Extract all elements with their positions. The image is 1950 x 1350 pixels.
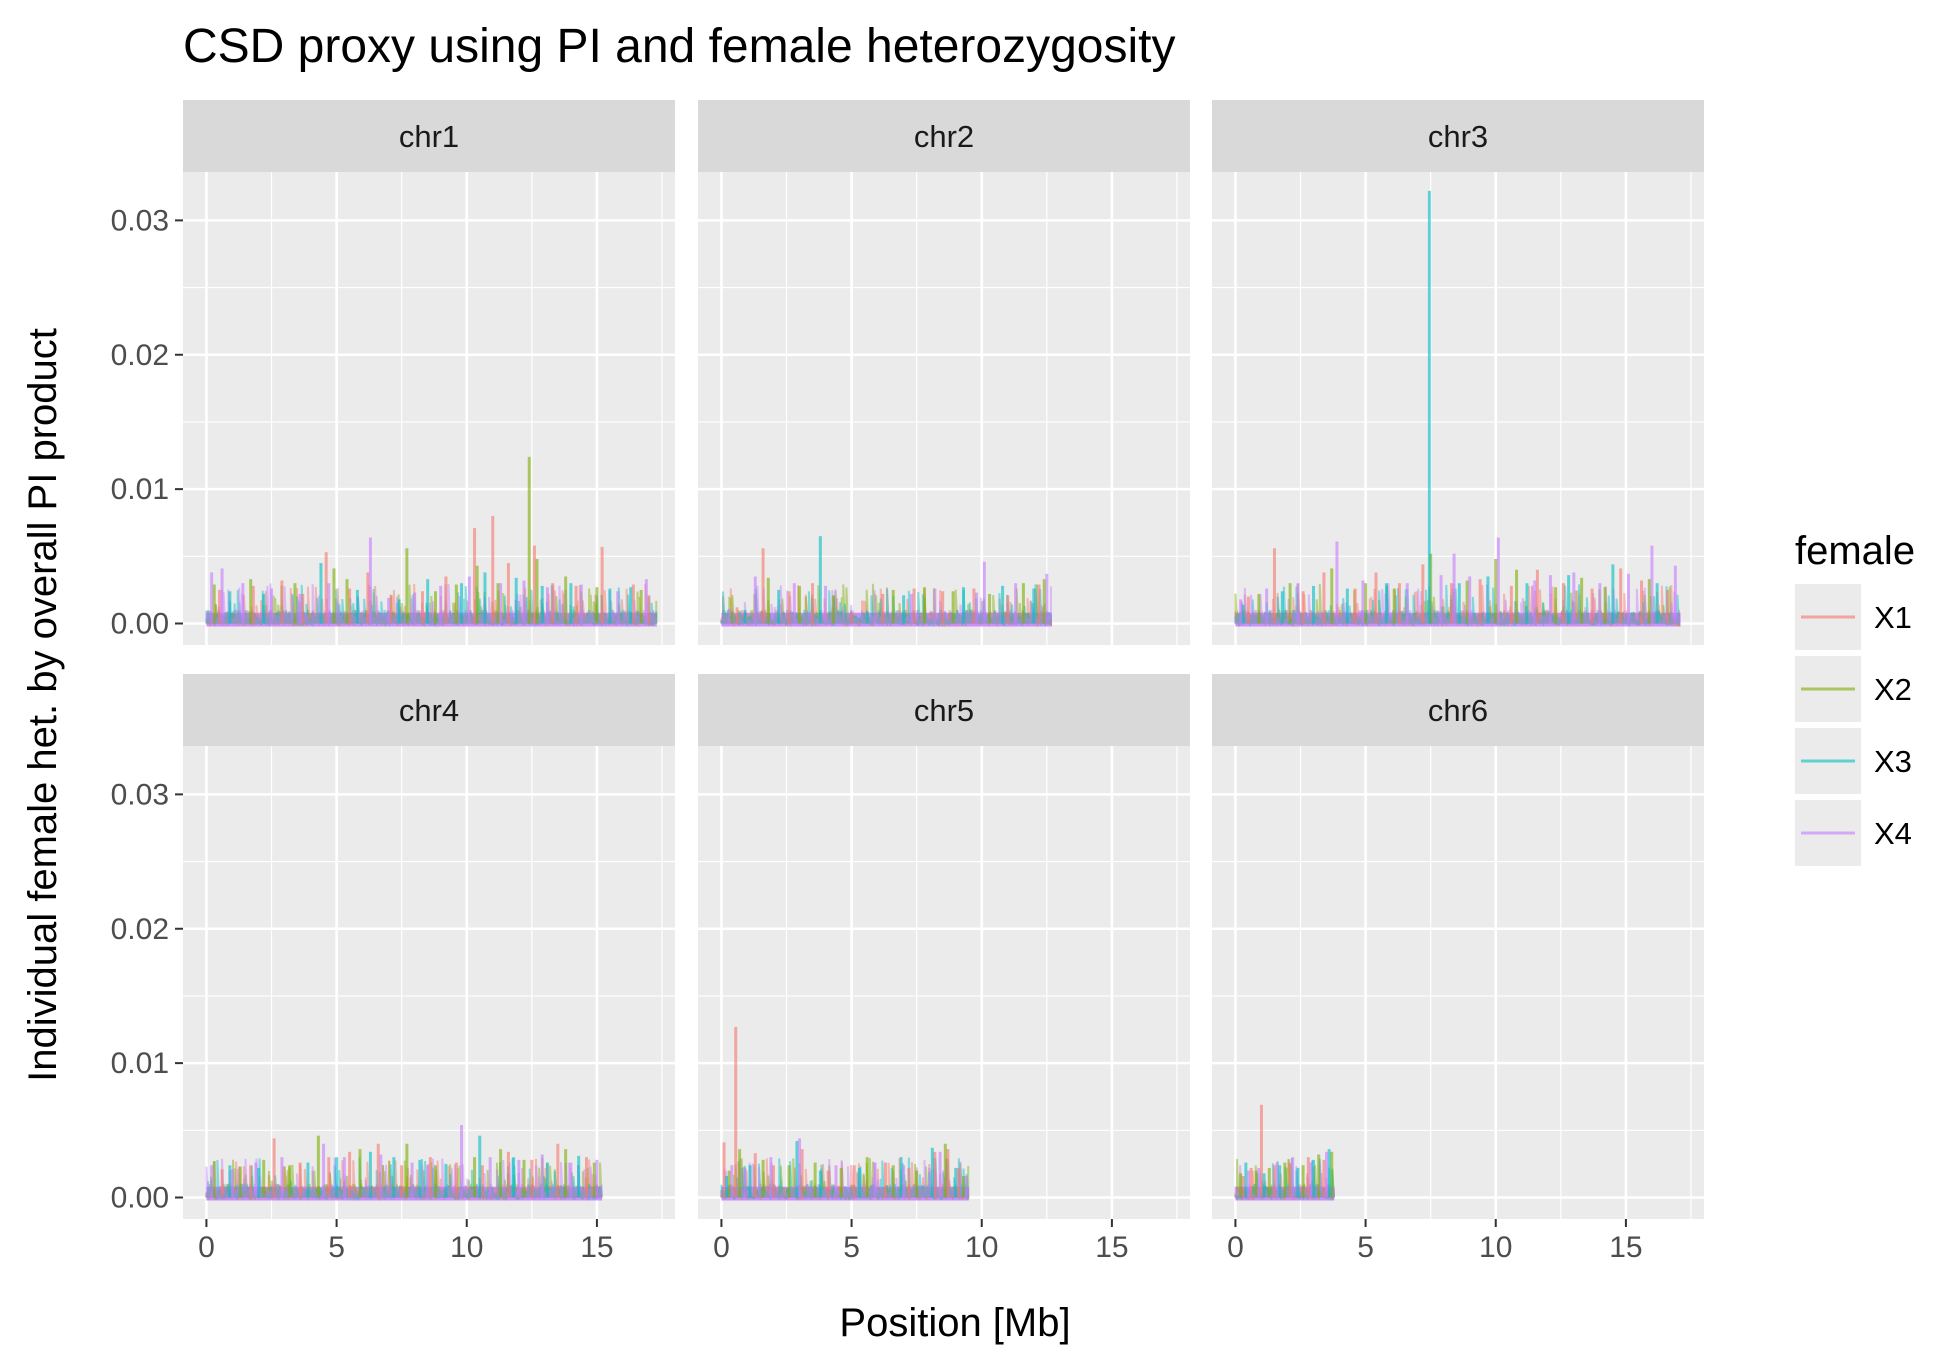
- facet-strip-label: chr5: [914, 693, 974, 728]
- facet-chr4: chr4 0.00 0.01 0.02 0.03 0 5 10 15: [111, 674, 675, 1264]
- facet-strip: [183, 100, 675, 172]
- y-tick-label: 0.02: [111, 339, 169, 372]
- panel-background: [698, 172, 1190, 645]
- baseline-band: [206, 1186, 603, 1201]
- facet-chr6: chr6 0 5 10 15: [1212, 674, 1704, 1264]
- y-tick-label: 0.01: [111, 473, 169, 506]
- x-tick-label: 15: [1609, 1231, 1642, 1264]
- facet-strip: [1212, 674, 1704, 746]
- y-tick-label: 0.01: [111, 1047, 169, 1080]
- y-tick-label: 0.00: [111, 608, 169, 641]
- facet-chr5: chr5 0 5 10 15: [698, 674, 1190, 1264]
- facet-strip: [183, 674, 675, 746]
- x-tick-label: 0: [198, 1231, 215, 1264]
- x-tick-label: 5: [843, 1231, 860, 1264]
- panel-background: [183, 746, 675, 1219]
- series-texture-X1: [205, 1158, 603, 1202]
- legend: female X1 X2 X3 X4: [1795, 529, 1915, 866]
- facet-strip-label: chr6: [1428, 693, 1488, 728]
- x-tick-label: 15: [580, 1231, 613, 1264]
- legend-item-X4: X4: [1795, 800, 1912, 866]
- facet-strip-label: chr1: [399, 119, 459, 154]
- facet-strip-label: chr3: [1428, 119, 1488, 154]
- chart-title: CSD proxy using PI and female heterozygo…: [183, 20, 1175, 73]
- x-tick-label: 10: [965, 1231, 998, 1264]
- baseline-band: [721, 1186, 969, 1201]
- y-tick-label: 0.03: [111, 778, 169, 811]
- baseline-band: [721, 612, 1053, 627]
- series-texture-X4: [720, 585, 1052, 628]
- facet-chr1: chr1 0.00 0.01 0.02 0.03: [111, 100, 675, 645]
- panel-background: [698, 746, 1190, 1219]
- series-texture-X2: [720, 583, 1052, 628]
- x-tick-label: 0: [713, 1231, 730, 1264]
- y-tick-label: 0.02: [111, 913, 169, 946]
- series-texture-X1: [720, 585, 1052, 628]
- legend-label: X4: [1874, 816, 1912, 851]
- facet-strip: [698, 100, 1190, 172]
- panel-background: [183, 172, 675, 645]
- facet-strip: [1212, 100, 1704, 172]
- facet-chr3: chr3: [1212, 100, 1704, 645]
- legend-label: X3: [1874, 744, 1912, 779]
- series-texture-X3: [720, 584, 1052, 628]
- x-tick-label: 5: [328, 1231, 345, 1264]
- y-tick-label: 0.03: [111, 204, 169, 237]
- y-tick-label: 0.00: [111, 1182, 169, 1215]
- facet-strip-label: chr2: [914, 119, 974, 154]
- facet-strip-label: chr4: [399, 693, 459, 728]
- x-tick-label: 10: [1479, 1231, 1512, 1264]
- legend-item-X1: X1: [1795, 584, 1912, 650]
- x-tick-label: 0: [1227, 1231, 1244, 1264]
- legend-title: female: [1795, 529, 1915, 573]
- x-tick-label: 15: [1095, 1231, 1128, 1264]
- legend-label: X2: [1874, 672, 1912, 707]
- panel-background: [1212, 172, 1704, 645]
- x-tick-label: 5: [1357, 1231, 1374, 1264]
- series-texture-X3: [205, 1157, 603, 1202]
- y-axis-title: Individual female het. by overall PI pro…: [21, 328, 65, 1082]
- facet-strip: [698, 674, 1190, 746]
- x-axis-title: Position [Mb]: [839, 1301, 1070, 1345]
- series-texture-X2: [205, 1158, 603, 1202]
- panel-background: [1212, 746, 1704, 1219]
- legend-item-X2: X2: [1795, 656, 1912, 722]
- facet-chr2: chr2: [698, 100, 1190, 645]
- legend-item-X3: X3: [1795, 728, 1912, 794]
- legend-label: X1: [1874, 600, 1912, 635]
- series-texture-X4: [205, 1157, 603, 1202]
- baseline-band: [206, 612, 657, 627]
- facet-grid: chr1 0.00 0.01 0.02 0.03 chr2 chr3 chr4 0.00 0.01…: [111, 100, 1704, 1264]
- x-tick-label: 10: [450, 1231, 483, 1264]
